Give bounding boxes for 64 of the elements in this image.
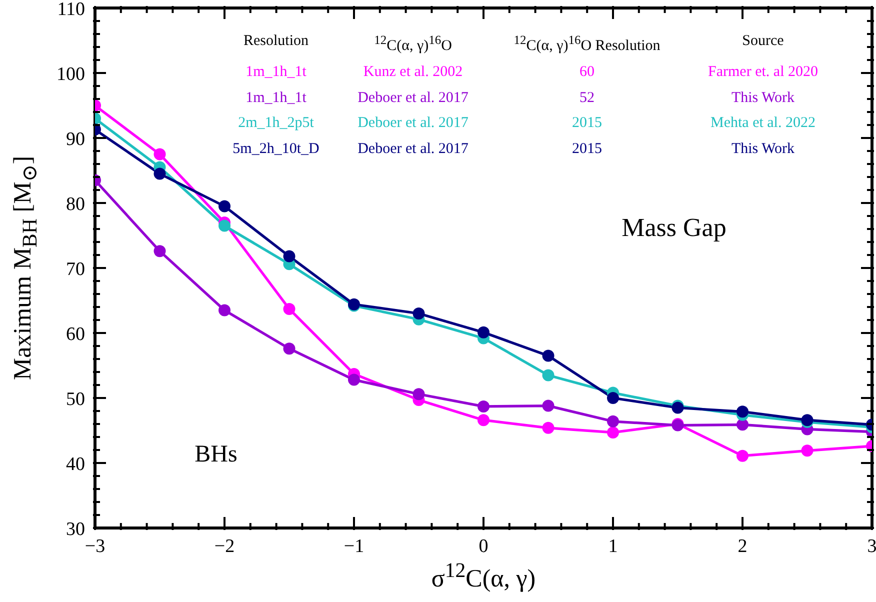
point [218, 200, 230, 212]
annotation: This Work [731, 141, 795, 158]
annotation: Deboer et al. 2017 [358, 141, 468, 158]
y-tick-label: 60 [66, 324, 85, 345]
y-tick-label: 40 [66, 454, 85, 475]
point [542, 369, 554, 382]
annotation: Deboer et al. 2017 [358, 90, 468, 107]
y-tick-label: 50 [66, 389, 85, 410]
annotation: 2015 [572, 115, 602, 132]
y-tick-label: 70 [66, 259, 85, 280]
x-tick-label: 2 [738, 536, 748, 557]
point [154, 148, 166, 160]
text: 1m_1h_1t [246, 64, 306, 81]
y-tick-label: 30 [66, 519, 85, 540]
point [154, 245, 166, 258]
point [542, 400, 554, 412]
x-tick-label: −3 [84, 536, 106, 557]
annotation: $^{12}$C(α, γ)$^{16}$O Resolution [514, 33, 660, 55]
point [801, 444, 814, 457]
point [348, 374, 360, 386]
annotation: 60 [580, 64, 594, 81]
point [412, 388, 425, 400]
annotation: This Work [731, 90, 795, 107]
annotation: Kunz et al. 2002 [363, 64, 463, 81]
x-axis-title: σ$^{12}$C(α, γ) [431, 558, 536, 594]
point [283, 250, 296, 262]
annotation: Resolution [243, 33, 309, 50]
annotation: 2015 [572, 141, 602, 158]
point [283, 342, 296, 355]
point [542, 350, 554, 362]
x-tick-label: 1 [608, 536, 618, 557]
annotation: Source [742, 33, 784, 50]
annotation: Mass Gap [622, 213, 726, 243]
x-tick-label: −2 [214, 536, 235, 557]
point [607, 415, 619, 428]
text: 2m_1h_2p5t [238, 115, 314, 132]
point [478, 414, 490, 426]
point [736, 406, 748, 418]
point [218, 304, 230, 316]
point [607, 392, 619, 404]
x-tick-label: 0 [478, 536, 488, 557]
x-tick-label: 3 [867, 536, 876, 557]
annotation: Farmer et. al 2020 [708, 64, 818, 81]
point [154, 168, 166, 180]
point [478, 326, 490, 338]
point [218, 220, 230, 232]
text: 5m_2h_10t_D [232, 141, 320, 158]
y-tick-label: 90 [66, 129, 85, 150]
y-tick-label: 110 [57, 0, 85, 20]
annotation: BHs [194, 442, 238, 468]
annotation: Mehta et al. 2022 [710, 115, 816, 132]
y-tick-label: 100 [56, 64, 85, 85]
point [736, 450, 748, 462]
annotation: 52 [580, 90, 594, 107]
point [412, 308, 425, 320]
text: 1m_1h_1t [246, 90, 306, 107]
point [607, 426, 619, 438]
x-tick-label: −1 [344, 536, 364, 557]
point [283, 302, 296, 315]
annotation: Deboer et al. 2017 [358, 115, 468, 132]
annotation: $^{12}$C(α, γ)$^{16}$O [374, 33, 452, 55]
point [478, 400, 490, 412]
point [542, 422, 554, 434]
y-tick-label: 80 [66, 194, 85, 215]
